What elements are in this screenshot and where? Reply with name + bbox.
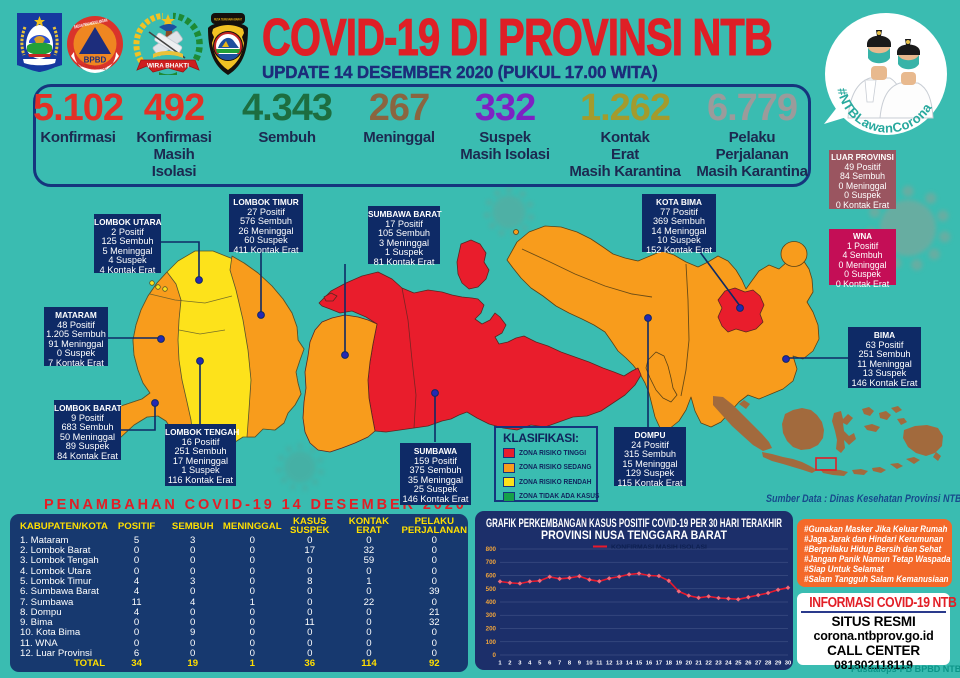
svg-text:21: 21 (695, 661, 702, 667)
svg-text:1: 1 (498, 661, 502, 667)
svg-text:12: 12 (606, 661, 612, 667)
svg-text:23: 23 (715, 661, 722, 667)
svg-text:500: 500 (486, 586, 497, 593)
svg-text:700: 700 (486, 559, 497, 566)
svg-text:BPBD: BPBD (84, 56, 107, 65)
svg-text:BADAN PENANGGULANGAN: BADAN PENANGGULANGAN (73, 17, 107, 29)
svg-text:NUSA TENGGARA BARAT: NUSA TENGGARA BARAT (214, 17, 242, 22)
svg-text:19: 19 (676, 661, 683, 667)
svg-text:PROVINSI NUSA TENGGARA BARAT: PROVINSI NUSA TENGGARA BARAT (541, 530, 727, 542)
svg-text:13: 13 (616, 661, 623, 667)
svg-text:25: 25 (735, 661, 742, 667)
svg-text:6: 6 (548, 661, 552, 667)
svg-text:17: 17 (656, 661, 662, 667)
svg-text:10: 10 (586, 661, 592, 667)
svg-text:29: 29 (775, 661, 782, 667)
svg-text:14: 14 (626, 661, 633, 667)
svg-text:7: 7 (558, 661, 561, 667)
svg-text:28: 28 (765, 661, 772, 667)
svg-text:5: 5 (538, 661, 542, 667)
svg-text:GRAFIK PERKEMBANGAN KASUS POSI: GRAFIK PERKEMBANGAN KASUS POSITIF COVID-… (486, 518, 782, 530)
svg-text:11: 11 (596, 661, 603, 667)
svg-text:26: 26 (745, 661, 752, 667)
svg-text:800: 800 (486, 546, 497, 553)
svg-text:15: 15 (636, 661, 643, 667)
svg-text:30: 30 (785, 661, 791, 667)
svg-text:27: 27 (755, 661, 761, 667)
svg-text:18: 18 (666, 661, 673, 667)
svg-text:9: 9 (578, 661, 582, 667)
svg-text:4: 4 (528, 661, 532, 667)
svg-text:20: 20 (685, 661, 691, 667)
svg-text:24: 24 (725, 661, 732, 667)
svg-text:2: 2 (508, 661, 511, 667)
svg-text:KONFIRMASI MASIH ISOLASI: KONFIRMASI MASIH ISOLASI (611, 544, 707, 551)
svg-text:NUSA TENGGARA BARAT: NUSA TENGGARA BARAT (77, 62, 108, 71)
svg-text:16: 16 (646, 661, 653, 667)
svg-text:600: 600 (486, 573, 497, 580)
svg-text:0: 0 (493, 652, 497, 659)
svg-text:400: 400 (486, 599, 497, 606)
svg-text:22: 22 (705, 661, 711, 667)
svg-text:100: 100 (486, 639, 497, 646)
svg-text:8: 8 (568, 661, 572, 667)
svg-text:200: 200 (486, 626, 497, 633)
svg-text:WIRA BHAKTI: WIRA BHAKTI (147, 63, 189, 70)
svg-text:3: 3 (518, 661, 522, 667)
svg-text:300: 300 (486, 612, 497, 619)
